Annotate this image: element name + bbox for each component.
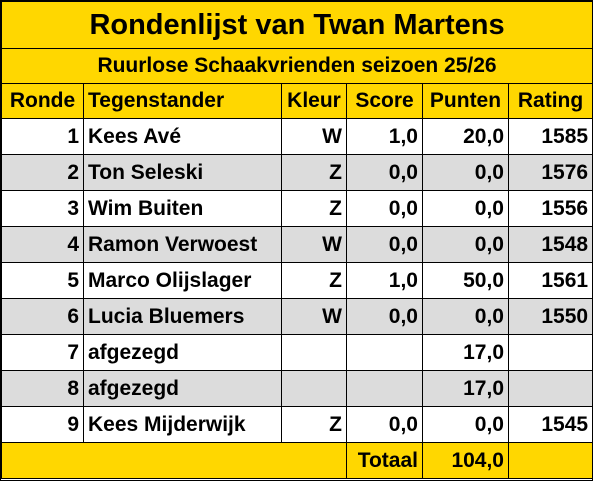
cell-ronde: 5 — [1, 262, 84, 299]
cell-rating: 1550 — [507, 298, 593, 335]
cell-tegenstander: Ramon Verwoest — [83, 226, 282, 263]
header-kleur: Kleur — [281, 83, 347, 119]
table-row: 9 Kees Mijderwijk Z 0,0 0,0 1545 — [1, 406, 593, 443]
cell-punten: 17,0 — [422, 334, 509, 371]
table-row: 8 afgezegd 17,0 — [1, 370, 593, 407]
header-rating: Rating — [507, 83, 593, 119]
cell-kleur: Z — [281, 262, 347, 299]
cell-rating: 1576 — [507, 154, 593, 191]
total-row: Totaal 104,0 — [1, 442, 593, 479]
table-row: 6 Lucia Bluemers W 0,0 0,0 1550 — [1, 298, 593, 335]
cell-score: 0,0 — [346, 226, 423, 263]
header-row: Ronde Tegenstander Kleur Score Punten Ra… — [1, 83, 593, 119]
total-spacer — [1, 442, 347, 479]
cell-ronde: 4 — [1, 226, 84, 263]
cell-tegenstander: afgezegd — [83, 370, 282, 407]
table-row: 4 Ramon Verwoest W 0,0 0,0 1548 — [1, 226, 593, 263]
cell-kleur: W — [281, 118, 347, 155]
cell-punten: 20,0 — [422, 118, 509, 155]
cell-tegenstander: Kees Avé — [83, 118, 282, 155]
table-row: 5 Marco Olijslager Z 1,0 50,0 1561 — [1, 262, 593, 299]
cell-ronde: 3 — [1, 190, 84, 227]
cell-tegenstander: Marco Olijslager — [83, 262, 282, 299]
cell-score: 0,0 — [346, 154, 423, 191]
cell-punten: 0,0 — [422, 190, 509, 227]
cell-punten: 0,0 — [422, 226, 509, 263]
header-ronde: Ronde — [1, 83, 84, 119]
table-row: 3 Wim Buiten Z 0,0 0,0 1556 — [1, 190, 593, 227]
cell-rating — [507, 370, 593, 407]
cell-punten: 0,0 — [422, 154, 509, 191]
cell-tegenstander: Ton Seleski — [83, 154, 282, 191]
cell-rating: 1556 — [507, 190, 593, 227]
cell-score — [346, 370, 423, 407]
cell-rating: 1548 — [507, 226, 593, 263]
cell-punten: 50,0 — [422, 262, 509, 299]
cell-score: 0,0 — [346, 298, 423, 335]
cell-score: 1,0 — [346, 118, 423, 155]
cell-tegenstander: afgezegd — [83, 334, 282, 371]
cell-rating: 1585 — [507, 118, 593, 155]
header-punten: Punten — [422, 83, 509, 119]
page-subtitle: Ruurlose Schaakvrienden seizoen 25/26 — [0, 48, 593, 84]
cell-ronde: 7 — [1, 334, 84, 371]
table-row: 2 Ton Seleski Z 0,0 0,0 1576 — [1, 154, 593, 191]
cell-tegenstander: Lucia Bluemers — [83, 298, 282, 335]
cell-kleur: W — [281, 298, 347, 335]
cell-score: 0,0 — [346, 406, 423, 443]
total-empty — [507, 442, 593, 479]
table-row: 1 Kees Avé W 1,0 20,0 1585 — [1, 118, 593, 155]
header-score: Score — [346, 83, 423, 119]
cell-ronde: 6 — [1, 298, 84, 335]
cell-score: 1,0 — [346, 262, 423, 299]
cell-punten: 0,0 — [422, 298, 509, 335]
cell-kleur: Z — [281, 406, 347, 443]
cell-punten: 17,0 — [422, 370, 509, 407]
cell-rating: 1545 — [507, 406, 593, 443]
total-value: 104,0 — [422, 442, 509, 479]
cell-tegenstander: Wim Buiten — [83, 190, 282, 227]
cell-rating: 1561 — [507, 262, 593, 299]
header-tegenstander: Tegenstander — [83, 83, 282, 119]
cell-ronde: 1 — [1, 118, 84, 155]
page-title: Rondenlijst van Twan Martens — [0, 1, 593, 49]
table-row: 7 afgezegd 17,0 — [1, 334, 593, 371]
cell-kleur: W — [281, 226, 347, 263]
cell-punten: 0,0 — [422, 406, 509, 443]
cell-kleur — [281, 334, 347, 371]
cell-score: 0,0 — [346, 190, 423, 227]
cell-ronde: 2 — [1, 154, 84, 191]
cell-kleur — [281, 370, 347, 407]
cell-ronde: 8 — [1, 370, 84, 407]
cell-tegenstander: Kees Mijderwijk — [83, 406, 282, 443]
cell-score — [346, 334, 423, 371]
cell-ronde: 9 — [1, 406, 84, 443]
total-label: Totaal — [346, 442, 423, 479]
cell-rating — [507, 334, 593, 371]
cell-kleur: Z — [281, 190, 347, 227]
cell-kleur: Z — [281, 154, 347, 191]
